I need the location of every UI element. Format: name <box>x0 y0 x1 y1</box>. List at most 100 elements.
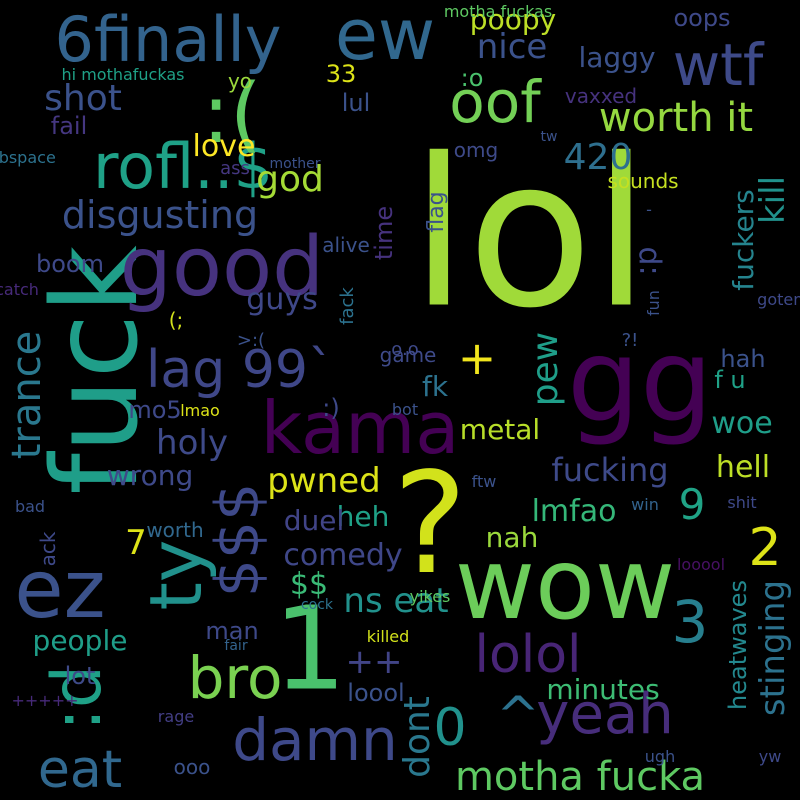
word-rage-105: rage <box>157 707 195 726</box>
word-killed-102: killed <box>366 627 410 646</box>
word-fack-120: fack <box>337 287 358 325</box>
word-symbol-4: ? <box>392 443 468 606</box>
word-damn-19: damn <box>232 706 398 774</box>
word-dont-57: dont <box>397 696 438 778</box>
word-symbol-110: ?! <box>621 330 639 351</box>
word-cock-104: cock <box>300 597 334 613</box>
word-ez-5: ez <box>14 543 106 636</box>
word-33-76: 33 <box>325 60 357 88</box>
word-stinging-33: stinging <box>753 579 793 717</box>
word-kama-13: kama <box>260 386 460 470</box>
word-motha-fuckas-111: motha fuckas <box>443 2 553 21</box>
word-sounds-72: sounds <box>607 169 679 193</box>
word-lmfao-46: lmfao <box>531 494 617 529</box>
word-guys-42: guys <box>246 282 318 317</box>
word-loool-67: loool <box>347 679 405 707</box>
word-symbol-87: (; <box>168 308 184 332</box>
word-symbol-60: $$ <box>289 567 329 602</box>
word-symbol-90: :) <box>322 394 340 422</box>
word-f-u-61: f u <box>714 366 746 394</box>
word-yeah-22: yeah <box>536 682 674 747</box>
word-gotem-118: gotem <box>757 290 800 309</box>
word-lul-78: lul <box>341 89 371 117</box>
word-2-28: 2 <box>748 518 782 578</box>
word-bro-18: bro <box>187 644 283 712</box>
word-lag-99-26: lag 99` <box>145 340 335 400</box>
word-symbol-37: + <box>457 331 497 385</box>
word-6finally-9: 6finally <box>54 3 282 76</box>
word-kill-51: kill <box>753 175 793 225</box>
word-people-65: people <box>32 624 128 657</box>
word-1-8: 1 <box>273 582 347 717</box>
word-fucking-35: fucking <box>551 451 669 489</box>
word-yw-108: yw <box>758 747 782 766</box>
word-boom-64: boom <box>36 250 104 278</box>
word-pwned-45: pwned <box>267 461 381 501</box>
word-woe-62: woe <box>711 406 773 441</box>
word-trance-32: trance <box>4 330 50 460</box>
word-oof-12: oof <box>449 68 541 136</box>
word-rofl-10: rofl..$ <box>93 130 273 203</box>
word-fuckers-52: fuckers <box>727 189 760 291</box>
word-ns-eat-58: ns eat <box>343 581 449 621</box>
word-lol-0: lol <box>410 115 650 354</box>
word-hi-mothafuckas-112: hi mothafuckas <box>61 65 185 84</box>
word-catch-119: catch <box>0 280 39 299</box>
word-symbol-11: :( <box>202 67 262 162</box>
word-eat-20: eat <box>37 740 123 800</box>
word-ew-7: ew <box>334 0 436 76</box>
word-wow-3: wow <box>454 528 676 642</box>
word-ack-92: ack <box>36 531 60 567</box>
word-nah-68: nah <box>485 521 539 554</box>
word-3-23: 3 <box>671 588 709 656</box>
word-poopy-73: poopy <box>469 3 557 36</box>
word-bad-97: bad <box>14 497 46 516</box>
word-laggy-75: laggy <box>578 41 656 74</box>
word-fair-103: fair <box>224 638 248 654</box>
word-man-69: man <box>205 617 259 645</box>
word-symbol-25: ^ <box>496 686 540 746</box>
word-hell-49: hell <box>715 450 771 485</box>
word-love-50: love <box>192 129 256 164</box>
word-fail-80: fail <box>50 112 88 140</box>
word-shot-43: shot <box>44 78 122 119</box>
word-flag-85: flag <box>424 191 449 233</box>
word-oops-74: oops <box>673 4 731 32</box>
word-alive-83: alive <box>322 233 370 257</box>
word-ooo-93: ooo <box>173 755 211 779</box>
word-game-88: game <box>379 343 437 367</box>
word-0-24: 0 <box>433 698 467 758</box>
word-wtf-17: wtf <box>672 31 764 99</box>
word-worth-91: worth <box>146 518 204 542</box>
word-tw-115: tw <box>540 129 558 145</box>
word-symbol-106: +++++ <box>11 691 79 710</box>
word-good-6: good <box>119 220 325 315</box>
word-lmao-94: lmao <box>180 401 220 420</box>
word-holy-39: holy <box>156 423 228 463</box>
word-symbol-16: $$$ <box>203 482 273 598</box>
word-pew-56: pew <box>525 331 566 407</box>
word-lot-66: lot <box>64 662 96 690</box>
word-o-71: :o <box>460 64 484 92</box>
word-subspace-113: subspace <box>0 148 56 167</box>
word-omg-81: omg <box>453 138 499 162</box>
word-minutes-47: minutes <box>546 673 660 706</box>
word-gg-1: gg <box>567 314 713 449</box>
word-fk-55: fk <box>421 370 449 403</box>
word-comedy-44: comedy <box>283 538 403 573</box>
word-yo-77: yo <box>227 69 253 93</box>
word-fun-117: fun <box>644 290 663 316</box>
word-p-86: :p <box>629 246 664 276</box>
word-god-40: god <box>256 159 324 200</box>
word-time-84: time <box>370 205 398 261</box>
word-420-41: 420 <box>563 137 633 178</box>
word-shit-99: shit <box>727 493 757 512</box>
word-mother-114: mother <box>269 156 321 172</box>
word-lolol-21: lolol <box>474 625 582 685</box>
word-symbol-38: ++ <box>345 642 403 682</box>
word-yikes-101: yikes <box>409 587 451 606</box>
word-duel-70: duel <box>283 504 345 537</box>
word-ftw-96: ftw <box>471 472 497 491</box>
word-hah-63: hah <box>720 345 766 373</box>
